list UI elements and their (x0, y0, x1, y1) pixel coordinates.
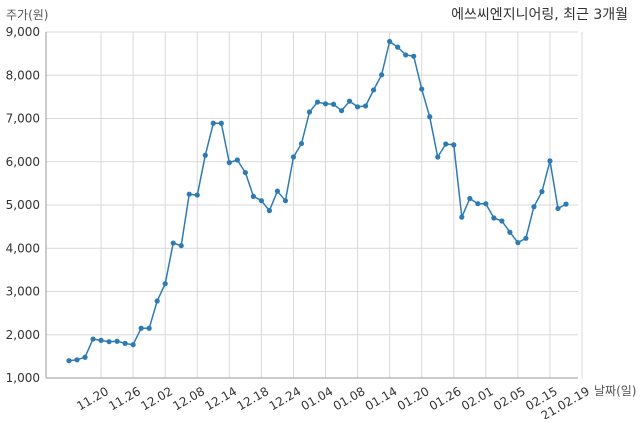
y-tick-label: 8,000 (6, 68, 40, 82)
data-point (427, 114, 433, 120)
data-point (154, 298, 160, 304)
data-point (274, 188, 281, 194)
x-tick-label: 12.18 (235, 384, 272, 413)
data-point (371, 87, 377, 93)
data-point (250, 193, 256, 199)
data-point (290, 154, 297, 160)
data-point (459, 214, 465, 220)
data-point (226, 160, 232, 166)
data-point (194, 192, 200, 198)
data-point (242, 169, 248, 176)
x-tick-label: 01.20 (395, 384, 432, 413)
data-point (419, 86, 425, 92)
data-point (403, 52, 409, 58)
axes (45, 32, 578, 379)
series-line (68, 40, 567, 362)
data-point (122, 340, 128, 346)
data-point (338, 108, 345, 114)
data-point (98, 337, 104, 343)
data-point (234, 157, 240, 163)
data-point (298, 140, 305, 147)
y-tick-label: 6,000 (6, 155, 40, 169)
y-axis-label: 주가(원) (6, 8, 49, 22)
x-tick-label: 11.26 (106, 384, 143, 413)
grid (46, 31, 583, 379)
data-point (114, 338, 120, 344)
data-point (178, 243, 184, 249)
data-point (66, 358, 72, 364)
data-point (146, 325, 152, 331)
data-point (491, 215, 497, 221)
data-point (74, 357, 80, 363)
data-point (322, 101, 329, 107)
data-point (266, 208, 273, 214)
data-point (90, 336, 96, 342)
x-tick-label: 02.01 (459, 384, 496, 413)
data-point (411, 53, 417, 59)
data-point (218, 120, 224, 126)
data-point (563, 201, 569, 207)
y-tick-label: 9,000 (6, 25, 40, 39)
data-point (507, 229, 513, 235)
y-tick-label: 1,000 (6, 371, 40, 385)
chart-title: 에쓰씨엔지니어링, 최근 3개월 (451, 7, 628, 23)
data-point (539, 188, 545, 195)
x-tick-label: 11.20 (74, 384, 111, 413)
data-point (555, 205, 561, 212)
data-point (523, 235, 529, 241)
x-tick-label: 01.04 (299, 384, 336, 413)
y-tick-label: 4,000 (6, 241, 40, 255)
data-point (451, 142, 457, 148)
x-tick-label: 01.14 (363, 384, 400, 413)
data-point (354, 104, 361, 110)
data-point (435, 154, 441, 160)
data-point (306, 109, 313, 115)
x-tick-label: 12.08 (170, 384, 207, 413)
data-point (387, 38, 393, 45)
data-point (130, 342, 136, 348)
x-tick-label: 12.14 (202, 384, 239, 413)
data-point (314, 99, 321, 105)
data-point (82, 354, 88, 360)
data-points (66, 38, 569, 364)
x-tick-label: 02.05 (491, 384, 528, 413)
data-point (467, 195, 473, 202)
data-point (210, 120, 216, 126)
y-tick-label: 2,000 (6, 328, 40, 342)
data-point (258, 198, 264, 204)
data-point (362, 103, 369, 109)
data-point (106, 339, 112, 345)
data-point (499, 218, 505, 224)
data-point (379, 72, 385, 78)
data-point (443, 141, 449, 147)
data-point (395, 44, 401, 50)
data-point (483, 201, 489, 207)
series (68, 40, 567, 362)
data-point (186, 191, 192, 197)
data-point (330, 101, 337, 107)
data-point (346, 98, 353, 104)
y-tick-label: 7,000 (6, 112, 40, 126)
data-point (515, 240, 521, 246)
data-point (475, 201, 481, 207)
x-tick-label: 12.02 (138, 384, 175, 413)
x-tick-labels: 11.2011.2612.0212.0812.1412.1812.2401.04… (74, 384, 592, 423)
x-axis-label: 날짜(일) (594, 384, 637, 398)
x-tick-label: 12.24 (267, 384, 304, 413)
data-point (547, 158, 553, 164)
y-tick-label: 3,000 (6, 285, 40, 299)
data-point (162, 281, 168, 287)
data-point (282, 198, 289, 204)
data-point (531, 204, 537, 210)
y-tick-label: 5,000 (6, 198, 40, 212)
y-tick-labels: 1,000 2,000 3,000 4,000 5,000 6,000 7,000 8,000… (6, 25, 40, 385)
data-point (202, 152, 208, 158)
data-point (138, 325, 144, 331)
x-tick-label: 01.08 (331, 384, 368, 413)
x-tick-label: 01.26 (427, 384, 464, 413)
data-point (170, 240, 176, 246)
